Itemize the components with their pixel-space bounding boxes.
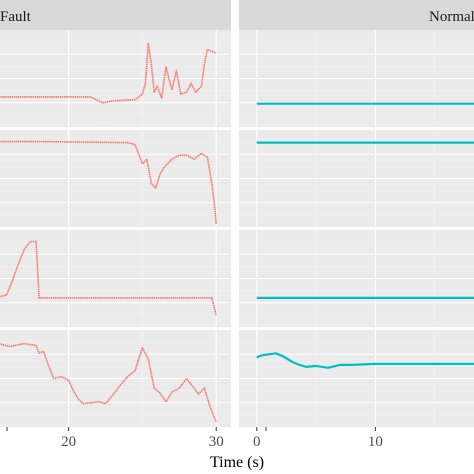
facet-strip-1	[239, 0, 474, 30]
x-tick-label: 20	[61, 434, 76, 450]
x-tick-label: 0	[253, 434, 261, 450]
x-tick-label: 30	[209, 434, 224, 450]
facet-strip-0	[0, 0, 231, 30]
facet-strip-label-1: Normal	[429, 9, 474, 25]
facet-strip-label-0: Fault	[0, 9, 32, 25]
series-line-fault-1	[0, 140, 217, 225]
x-tick-label: 10	[368, 434, 383, 450]
series-line-fault-3	[0, 342, 217, 423]
series-line-fault-2	[0, 240, 217, 316]
series-line-normal-3	[256, 352, 474, 369]
series-line-fault-0	[0, 42, 217, 104]
x-axis-title: Time (s)	[210, 454, 264, 471]
